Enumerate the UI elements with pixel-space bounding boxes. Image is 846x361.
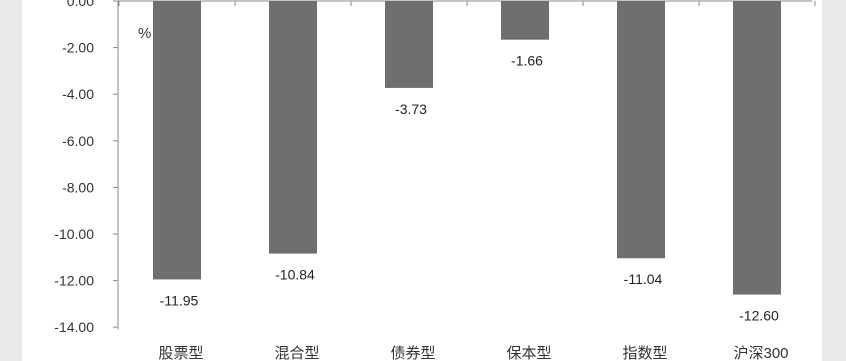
- y-tick-label: -14.00: [54, 319, 94, 335]
- y-tick-label: -4.00: [62, 86, 94, 102]
- chart-bars: [153, 1, 781, 295]
- bar-4: [501, 1, 549, 40]
- y-tick-label: -12.00: [54, 273, 94, 289]
- chart-panel: 0.00 -2.00 -4.00 -6.00 -8.00 -10.00 -12.00 -14.…: [22, 0, 822, 361]
- y-unit-label: %: [138, 25, 151, 42]
- data-label-2: -10.84: [275, 267, 315, 283]
- bar-1: [153, 1, 201, 280]
- y-tick-label: -6.00: [62, 133, 94, 149]
- category-label-5: 指数型: [622, 345, 667, 361]
- bar-5: [617, 1, 665, 259]
- bar-2: [269, 1, 317, 254]
- y-tick-label: -10.00: [54, 226, 94, 242]
- bar-3: [385, 1, 433, 88]
- y-tick-label: 0.00: [67, 0, 94, 9]
- category-label-3: 债券型: [390, 345, 435, 361]
- y-tick-label: -8.00: [62, 179, 94, 195]
- bar-6: [733, 1, 781, 295]
- category-label-6: 沪深300: [733, 345, 788, 361]
- category-label-2: 混合型: [274, 345, 319, 361]
- chart-axes: 0.00 -2.00 -4.00 -6.00 -8.00 -10.00 -12.00 -14.…: [54, 0, 816, 335]
- category-label-4: 保本型: [506, 345, 551, 361]
- chart-labels: % -11.95 股票型 -10.84 混合型 -3.73 债券型 -1.66 保本型 -11.0…: [138, 25, 789, 361]
- data-label-3: -3.73: [395, 101, 427, 117]
- y-tick-label: -2.00: [62, 40, 94, 56]
- data-label-6: -12.60: [739, 308, 779, 324]
- data-label-1: -11.95: [160, 292, 199, 308]
- bar-chart: 0.00 -2.00 -4.00 -6.00 -8.00 -10.00 -12.00 -14.…: [54, 0, 816, 361]
- category-label-1: 股票型: [158, 345, 203, 361]
- data-label-5: -11.04: [624, 271, 663, 287]
- data-label-4: -1.66: [511, 53, 543, 69]
